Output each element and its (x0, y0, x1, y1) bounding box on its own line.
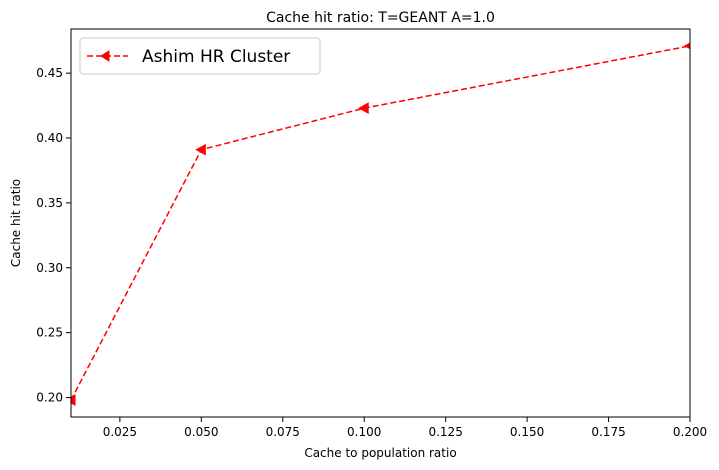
y-tick-label: 0.25 (36, 326, 63, 340)
y-tick-label: 0.20 (36, 391, 63, 405)
x-tick-label: 0.050 (184, 425, 218, 439)
chart-title: Cache hit ratio: T=GEANT A=1.0 (266, 10, 495, 26)
plot-frame (70, 28, 691, 418)
x-tick-label: 0.200 (673, 425, 707, 439)
data-point-marker (358, 102, 369, 115)
legend-marker-sample (100, 50, 110, 62)
y-axis-label: Cache hit ratio (9, 179, 23, 267)
x-axis-ticks: 0.025 0.050 0.075 0.100 0.125 0.150 0.175 0.200 (103, 417, 707, 439)
x-axis-label: Cache to population ratio (304, 446, 456, 460)
y-tick-label: 0.35 (36, 196, 63, 210)
plot-area (71, 29, 690, 417)
x-tick-label: 0.025 (103, 425, 137, 439)
y-axis-ticks: 0.20 0.25 0.30 0.35 0.40 0.45 (36, 66, 71, 405)
x-tick-label: 0.075 (266, 425, 300, 439)
data-point-marker (71, 394, 76, 406)
y-tick-label: 0.40 (36, 131, 63, 145)
x-tick-label: 0.150 (510, 425, 544, 439)
legend-entry-ashim-hr-cluster: Ashim HR Cluster (142, 47, 290, 67)
data-point-marker (195, 143, 206, 156)
legend: Ashim HR Cluster (79, 37, 321, 75)
x-tick-label: 0.100 (347, 425, 381, 439)
legend-box (79, 37, 321, 75)
x-tick-label: 0.125 (428, 425, 462, 439)
x-tick-label: 0.175 (591, 425, 625, 439)
y-tick-label: 0.45 (36, 66, 63, 80)
series-line (71, 45, 690, 401)
y-tick-label: 0.30 (36, 261, 63, 275)
